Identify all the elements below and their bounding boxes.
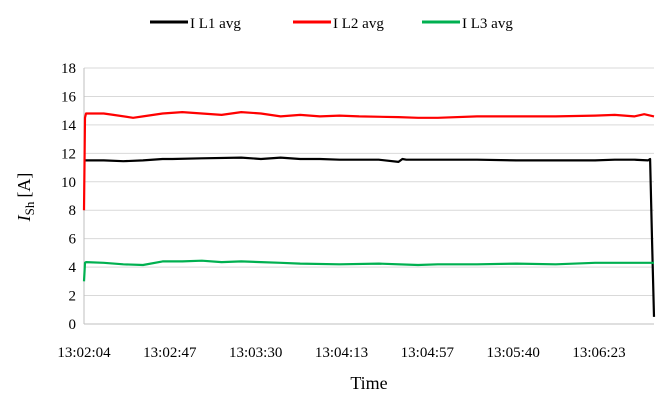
legend-label: I L3 avg bbox=[462, 16, 513, 32]
x-tick-label: 13:05:40 bbox=[486, 345, 539, 361]
y-tick-label: 6 bbox=[69, 232, 77, 248]
series-line-3 bbox=[82, 259, 654, 282]
y-tick-label: 12 bbox=[61, 146, 76, 162]
y-axis-title-unit: [A] bbox=[14, 173, 34, 198]
gridlines bbox=[84, 67, 654, 297]
y-tick-label: 4 bbox=[69, 260, 77, 276]
x-tick-label: 13:06:23 bbox=[572, 345, 625, 361]
y-tick-label: 14 bbox=[61, 118, 77, 134]
y-axis-title-main: I bbox=[14, 214, 34, 222]
axes bbox=[83, 68, 654, 325]
y-tick-label: 10 bbox=[61, 175, 76, 191]
y-tick-label: 2 bbox=[69, 289, 77, 305]
y-tick-label: 18 bbox=[61, 61, 76, 77]
x-tick-label: 13:04:13 bbox=[315, 345, 368, 361]
legend: I L1 avg I L2 avg I L3 avg bbox=[150, 16, 513, 32]
x-axis-title: Time bbox=[350, 373, 387, 393]
x-tick-label: 13:02:04 bbox=[57, 345, 111, 361]
x-tick-label: 13:02:47 bbox=[143, 345, 197, 361]
x-tick-labels: 13:02:04 13:02:47 13:03:30 13:04:13 13:04:57… bbox=[57, 345, 625, 361]
y-tick-label: 8 bbox=[69, 203, 77, 219]
legend-label: I L1 avg bbox=[190, 16, 241, 32]
series-line-2 bbox=[82, 110, 655, 211]
x-tick-label: 13:03:30 bbox=[229, 345, 282, 361]
series-line-1 bbox=[84, 156, 656, 317]
y-axis-title-sub: Sh bbox=[22, 201, 37, 215]
y-tick-label: 0 bbox=[69, 317, 77, 333]
legend-label: I L2 avg bbox=[333, 16, 384, 32]
x-tick-label: 13:04:57 bbox=[401, 345, 455, 361]
y-tick-labels: 0 2 4 6 8 10 12 14 16 18 bbox=[61, 61, 77, 333]
y-tick-label: 16 bbox=[61, 89, 77, 105]
y-axis-title: ISh [A] bbox=[14, 173, 37, 223]
series-lines bbox=[82, 110, 656, 317]
